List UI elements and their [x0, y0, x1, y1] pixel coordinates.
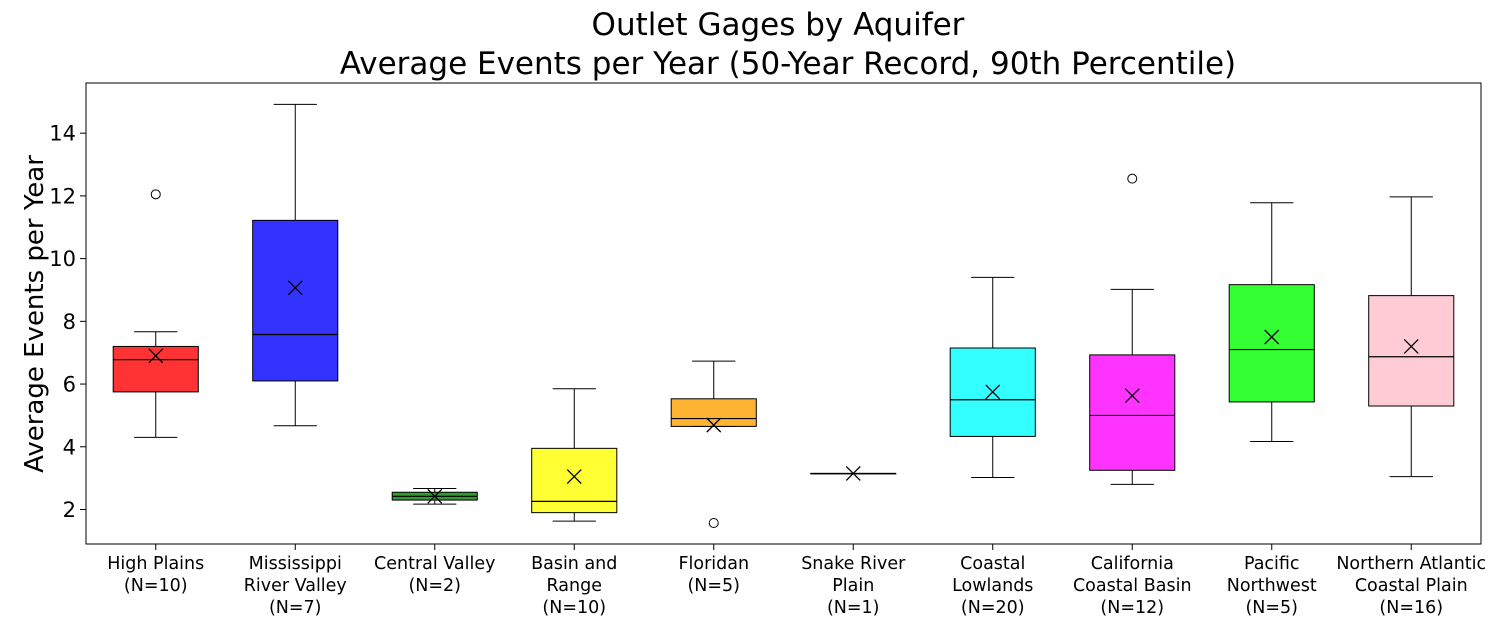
iqr-box	[1089, 354, 1176, 471]
x-tick-label: Snake River	[801, 554, 906, 574]
mean-marker	[566, 469, 582, 485]
y-tick-label: 4	[63, 435, 76, 459]
x-tick-label: (N=7)	[269, 598, 322, 618]
outlier-point	[150, 189, 161, 200]
mean-marker	[148, 348, 164, 364]
x-tick-label: (N=5)	[687, 576, 740, 596]
x-tick-label: Coastal Basin	[1073, 576, 1192, 596]
iqr-box	[252, 219, 339, 382]
x-tick-label: High Plains	[107, 554, 204, 574]
y-axis-label: Average Events per Year	[20, 155, 50, 473]
plot-frame	[85, 82, 1482, 545]
x-tick-label: (N=10)	[124, 576, 188, 596]
x-tick-label: California	[1091, 554, 1174, 574]
x-tick-label: Floridan	[678, 554, 749, 574]
x-tick-label: Plain	[832, 576, 874, 596]
x-tick-label: River Valley	[244, 576, 347, 596]
mean-marker	[1403, 338, 1419, 354]
mean-marker	[845, 465, 861, 481]
y-tick-label: 8	[63, 310, 76, 334]
mean-marker	[1264, 329, 1280, 345]
mean-marker	[985, 384, 1001, 400]
x-tick-label: (N=2)	[408, 576, 461, 596]
x-tick-label: Coastal Plain	[1355, 576, 1468, 596]
x-tick-label: (N=20)	[961, 598, 1025, 618]
mean-marker	[287, 280, 303, 296]
y-tick-label: 2	[63, 498, 76, 522]
x-tick-label: Central Valley	[374, 554, 495, 574]
x-tick-label: (N=5)	[1245, 598, 1298, 618]
mean-marker	[706, 417, 722, 433]
x-tick-label: Range	[547, 576, 602, 596]
mean-marker	[1124, 388, 1140, 404]
iqr-box	[531, 447, 618, 514]
iqr-box	[670, 398, 757, 427]
outlier-point	[708, 517, 719, 528]
x-tick-label: Mississippi	[249, 554, 342, 574]
x-tick-label: Lowlands	[952, 576, 1033, 596]
x-tick-label: Coastal	[960, 554, 1025, 574]
x-tick-label: Basin and	[531, 554, 617, 574]
x-tick-label: Northwest	[1227, 576, 1317, 596]
chart-title: Outlet Gages by Aquifer	[592, 7, 965, 43]
iqr-box	[1368, 295, 1455, 407]
outlier-point	[1127, 173, 1138, 184]
x-tick-label: Pacific	[1244, 554, 1300, 574]
chart-subtitle: Average Events per Year (50-Year Record,…	[340, 46, 1236, 82]
y-tick-label: 6	[63, 373, 76, 397]
x-tick-label: (N=10)	[542, 598, 606, 618]
x-tick-label: (N=16)	[1379, 598, 1443, 618]
y-tick-label: 12	[49, 184, 76, 208]
iqr-box	[1228, 284, 1315, 403]
y-tick-label: 10	[49, 247, 76, 271]
x-tick-label: Northern Atlantic	[1336, 554, 1486, 574]
y-tick-label: 14	[49, 122, 76, 146]
mean-marker	[427, 488, 443, 504]
x-tick-label: (N=1)	[827, 598, 880, 618]
iqr-box	[112, 345, 199, 393]
x-tick-label: (N=12)	[1100, 598, 1164, 618]
